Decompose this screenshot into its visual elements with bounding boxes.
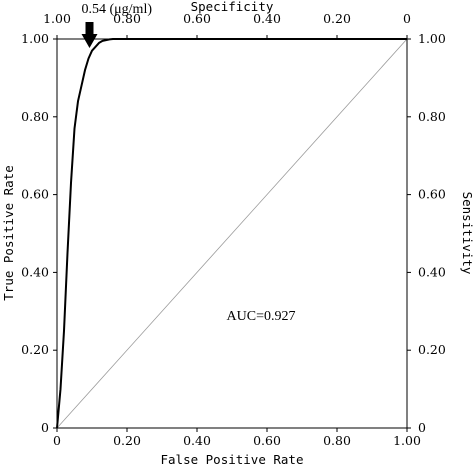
x-tick-label: 0.20 <box>113 433 141 448</box>
auc-label: AUC=0.927 <box>227 309 296 324</box>
x-axis-label: False Positive Rate <box>161 452 304 467</box>
right-tick-label: 1.00 <box>418 31 446 46</box>
annotation-layer: 0.54 (μg/ml) AUC=0.927 <box>81 2 296 324</box>
x-tick-label: 0.40 <box>183 433 211 448</box>
x-tick-label: 0.60 <box>253 433 281 448</box>
top-tick-label: 0.40 <box>253 11 281 26</box>
x-tick-label: 1.00 <box>393 433 421 448</box>
reference-diagonal <box>56 38 408 429</box>
right-axis-label: Sensitivity <box>460 192 474 275</box>
y-tick-label: 0.20 <box>21 342 49 357</box>
top-tick-label: 1.00 <box>43 11 71 26</box>
x-tick-label: 0.80 <box>323 433 351 448</box>
y-tick-label: 0.80 <box>21 109 49 124</box>
series-layer <box>56 38 407 429</box>
roc-curve <box>56 38 407 429</box>
reference-layer <box>56 38 408 429</box>
cutoff-arrow <box>81 22 98 48</box>
top-tick-label: 0.80 <box>113 11 141 26</box>
y-tick-label: 0 <box>41 420 49 435</box>
top-tick-label: 0.20 <box>323 11 351 26</box>
right-tick-label: 0.80 <box>418 109 446 124</box>
cutoff-label: 0.54 (μg/ml) <box>82 2 153 17</box>
top-axis-label: Specificity <box>191 0 274 14</box>
y-tick-label: 0.60 <box>21 187 49 202</box>
top-tick-label: 0.60 <box>183 11 211 26</box>
right-tick-label: 0.60 <box>418 187 446 202</box>
top-tick-label: 0 <box>403 11 411 26</box>
right-tick-label: 0.20 <box>418 342 446 357</box>
right-tick-label: 0.40 <box>418 264 446 279</box>
y-tick-label: 1.00 <box>21 31 49 46</box>
ticks-layer: 01.000 00.200.800.20 0.200.400.600.40 0.400… <box>21 11 446 448</box>
x-tick-label: 0 <box>53 433 61 448</box>
y-tick-label: 0.40 <box>21 264 49 279</box>
right-tick-label: 0 <box>418 420 426 435</box>
y-axis-label: True Positive Rate <box>1 165 16 300</box>
